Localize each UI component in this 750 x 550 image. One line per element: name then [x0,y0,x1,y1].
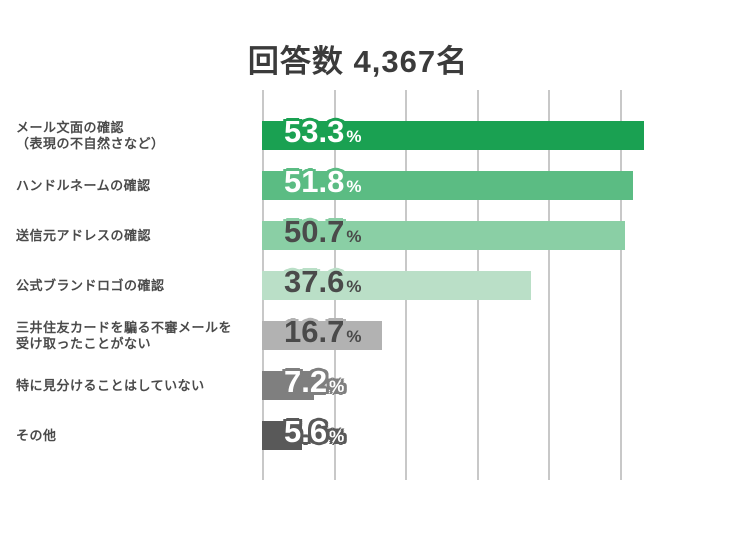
category-label-line: 三井住友カードを騙る不審メールを [16,319,233,335]
bar [262,421,303,450]
category-label-line: 特に見分けることはしていない [16,377,205,393]
value-number: 37.6 [284,263,345,299]
value-number: 50.7 [284,213,345,249]
value-unit: % [329,426,345,446]
category-label: 公式ブランドロゴの確認 [16,278,256,294]
value-unit: % [346,176,362,196]
category-label-line: その他 [16,427,57,443]
value-unit: % [346,326,362,346]
value-number: 16.7 [284,313,345,349]
value-number: 53.3 [284,113,345,149]
gridline [620,90,622,480]
value-label: 5.6% [284,413,345,452]
value-unit: % [346,126,362,146]
value-label: 37.6% [284,263,362,302]
chart-title: 回答数 4,367名 [247,44,469,79]
category-label-line: （表現の不自然さなど） [16,135,165,151]
value-label: 50.7% [284,213,362,252]
bar [262,321,382,350]
category-label: ハンドルネームの確認 [16,178,256,194]
value-unit: % [329,376,345,396]
category-label: 送信元アドレスの確認 [16,228,256,244]
value-label: 51.8% [284,163,362,202]
value-label: 53.3% [284,113,362,152]
bar [262,121,644,150]
value-unit: % [346,276,362,296]
category-label: メール文面の確認 （表現の不自然さなど） [16,120,256,152]
value-number: 5.6 [284,413,328,449]
category-label: 特に見分けることはしていない [16,378,256,394]
category-label-line: 受け取ったことがない [16,335,152,351]
gridline [548,90,551,480]
bar [262,271,532,300]
value-label: 7.2% [284,363,345,402]
bar [262,221,625,250]
category-label-line: メール文面の確認 [16,119,125,135]
value-number: 7.2 [284,363,328,399]
category-label-line: 公式ブランドロゴの確認 [16,277,165,293]
value-label: 16.7% [284,313,362,352]
bar [262,371,314,400]
value-number: 51.8 [284,163,345,199]
category-label-line: 送信元アドレスの確認 [16,227,152,243]
bar [262,171,633,200]
category-label: その他 [16,428,256,444]
category-label: 三井住友カードを騙る不審メールを 受け取ったことがない [16,320,256,352]
value-unit: % [346,226,362,246]
category-label-line: ハンドルネームの確認 [16,177,151,193]
